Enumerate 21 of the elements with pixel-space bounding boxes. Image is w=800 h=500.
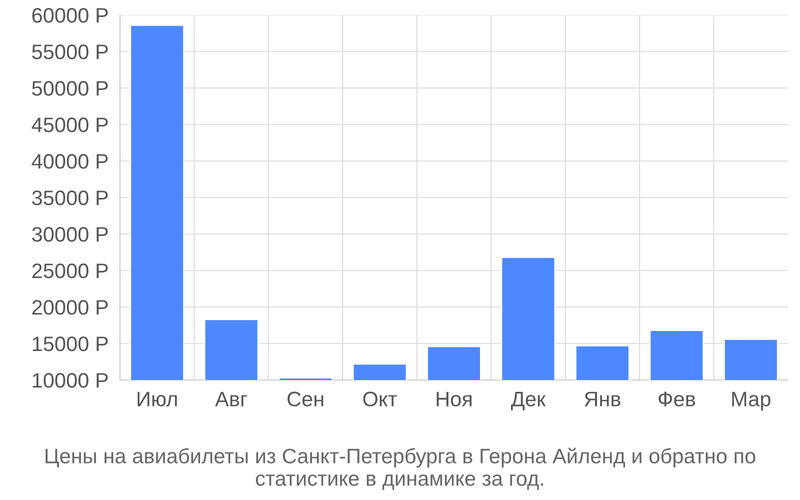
- y-tick-label: 30000 Р: [32, 227, 108, 242]
- x-tick-label: Мар: [732, 392, 770, 411]
- y-tick-label: 50000 Р: [32, 81, 108, 96]
- x-tick-label: Янв: [584, 392, 620, 406]
- y-tick-label: 35000 Р: [32, 190, 108, 206]
- y-tick-label: 10000 Р: [32, 373, 108, 388]
- y-tick-label: 60000 Р: [32, 8, 108, 23]
- x-tick-label: Июл: [138, 392, 177, 406]
- y-tick-label: 15000 Р: [32, 336, 108, 352]
- y-tick-label: 25000 Р: [32, 264, 108, 278]
- x-tick-label: Дек: [510, 392, 546, 410]
- x-tick-label: Авг: [215, 392, 248, 406]
- x-tick-label: Фев: [658, 392, 696, 406]
- y-tick-label: 40000 Р: [32, 154, 108, 169]
- y-tick-label: 55000 Р: [32, 44, 108, 60]
- x-tick-label: Ноя: [436, 392, 472, 406]
- x-tick-label: Сен: [288, 392, 324, 406]
- y-tick-label: 45000 Р: [32, 118, 108, 132]
- y-tick-label: 20000 Р: [32, 300, 108, 315]
- text: Цены на авиабилеты из Санкт-Петербурга в Герона Айленд и обратно по статистике в динамике за год.: [46, 448, 756, 490]
- x-tick-label: Окт: [363, 392, 397, 406]
